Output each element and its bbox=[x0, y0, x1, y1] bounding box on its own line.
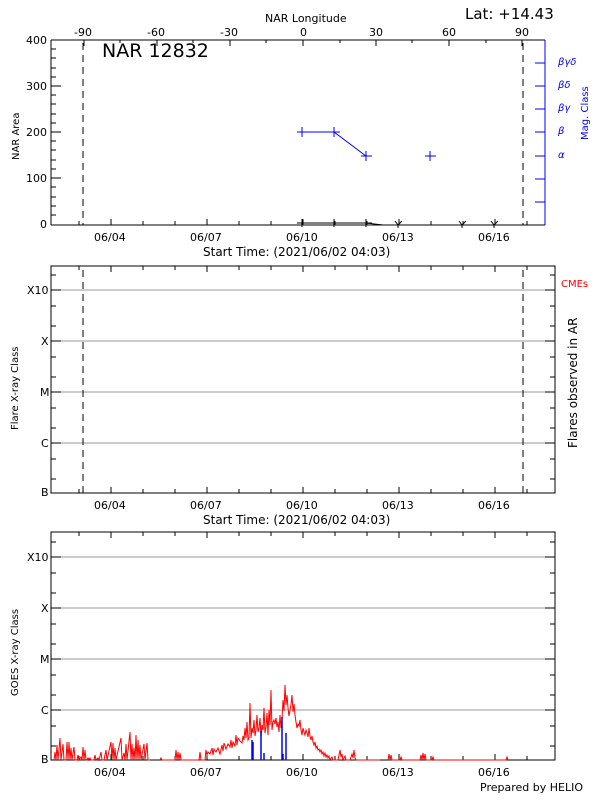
area-y-label: NAR Area bbox=[11, 112, 22, 160]
flares-y-tick: M bbox=[40, 386, 50, 399]
goes-flare-markers bbox=[251, 717, 287, 760]
flares-y-ticks bbox=[51, 274, 555, 480]
lon-tick: -30 bbox=[220, 26, 238, 39]
lon-tick: 0 bbox=[300, 26, 307, 39]
cme-legend: CMEs bbox=[561, 279, 589, 290]
date-tick: 06/07 bbox=[190, 231, 222, 244]
mag-class-ticks bbox=[535, 62, 545, 203]
goes-y-tick: M bbox=[40, 653, 50, 666]
area-x-label: Start Time: (2021/06/02 04:03) bbox=[203, 245, 391, 259]
credit-label: Prepared by HELIO bbox=[480, 781, 583, 794]
mag-class-label: Mag. Class bbox=[580, 86, 591, 140]
goes-flux-series bbox=[53, 684, 509, 762]
area-y-tick: 100 bbox=[26, 172, 47, 185]
date-tick: 06/16 bbox=[478, 231, 510, 244]
flares-y-tick: B bbox=[41, 486, 49, 499]
mag-class-series bbox=[297, 127, 436, 161]
goes-y-tick: B bbox=[41, 753, 49, 766]
date-tick: 06/13 bbox=[382, 499, 414, 512]
flares-grid bbox=[61, 289, 545, 444]
date-tick: 06/07 bbox=[190, 766, 222, 779]
goes-y-tick: C bbox=[41, 704, 49, 717]
goes-y-label: GOES X-ray Class bbox=[10, 608, 21, 696]
flares-y-tick: C bbox=[41, 437, 49, 450]
date-tick: 06/10 bbox=[286, 499, 318, 512]
flares-x-ticks bbox=[78, 266, 528, 493]
goes-y-tick: X10 bbox=[27, 551, 49, 564]
date-tick: 06/04 bbox=[94, 499, 126, 512]
area-series bbox=[297, 219, 499, 228]
flares-y-label: Flare X-ray Class bbox=[10, 346, 21, 431]
goes-panel-frame bbox=[50, 531, 556, 761]
mag-class-tick: βγδ bbox=[558, 57, 577, 68]
mag-class-tick: β bbox=[558, 126, 565, 137]
flares-y-tick: X bbox=[41, 335, 49, 348]
longitude-ticks bbox=[83, 40, 523, 46]
lon-tick: 90 bbox=[515, 26, 529, 39]
lon-tick: -60 bbox=[147, 26, 165, 39]
date-tick: 06/10 bbox=[286, 766, 318, 779]
flares-panel-frame bbox=[50, 265, 556, 494]
flares-right-label: Flares observed in AR bbox=[566, 317, 580, 448]
mag-class-tick: βδ bbox=[558, 80, 571, 91]
area-x-ticks bbox=[78, 219, 528, 225]
date-tick: 06/16 bbox=[478, 766, 510, 779]
goes-y-tick: X bbox=[41, 602, 49, 615]
area-y-ticks bbox=[51, 39, 61, 226]
lon-tick: -90 bbox=[74, 26, 92, 39]
goes-x-ticks bbox=[78, 532, 528, 760]
date-tick: 06/16 bbox=[478, 499, 510, 512]
date-tick: 06/07 bbox=[190, 499, 222, 512]
date-tick: 06/13 bbox=[382, 231, 414, 244]
flares-y-tick: X10 bbox=[27, 284, 49, 297]
longitude-axis-label: NAR Longitude bbox=[265, 12, 347, 25]
mag-class-tick: βγ bbox=[558, 103, 571, 114]
mag-class-tick: α bbox=[558, 150, 565, 161]
flares-x-label: Start Time: (2021/06/02 04:03) bbox=[203, 513, 391, 527]
date-tick: 06/13 bbox=[382, 766, 414, 779]
date-tick: 06/04 bbox=[94, 231, 126, 244]
region-title: NAR 12832 bbox=[102, 40, 209, 62]
date-tick: 06/10 bbox=[286, 231, 318, 244]
goes-grid bbox=[61, 556, 545, 711]
goes-y-ticks bbox=[51, 541, 555, 747]
area-y-tick: 0 bbox=[40, 218, 47, 231]
lon-tick: 30 bbox=[369, 26, 383, 39]
date-tick: 06/04 bbox=[94, 766, 126, 779]
area-y-tick: 400 bbox=[26, 34, 47, 47]
lon-tick: 60 bbox=[442, 26, 456, 39]
area-y-tick: 300 bbox=[26, 80, 47, 93]
area-y-tick: 200 bbox=[26, 126, 47, 139]
latitude-label: Lat: +14.43 bbox=[465, 5, 554, 23]
